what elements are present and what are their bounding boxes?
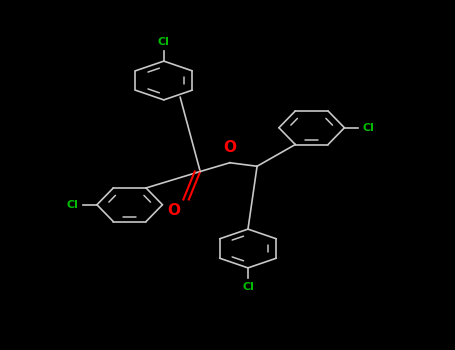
Text: Cl: Cl (158, 37, 170, 47)
Text: O: O (223, 140, 236, 155)
Text: O: O (167, 203, 181, 218)
Text: Cl: Cl (242, 282, 254, 292)
Text: Cl: Cl (67, 200, 79, 210)
Text: Cl: Cl (363, 123, 374, 133)
